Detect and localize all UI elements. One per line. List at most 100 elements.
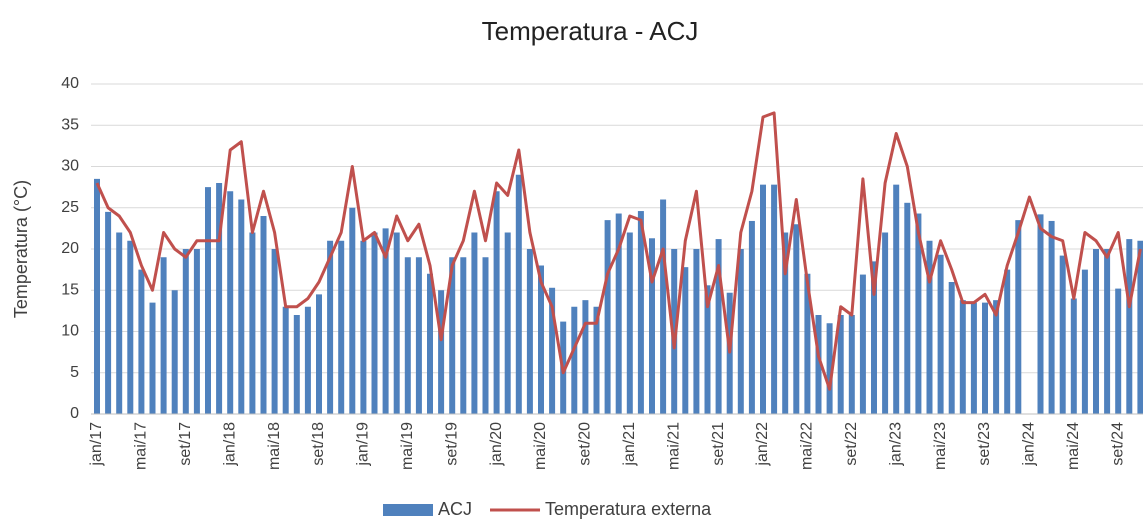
bar [615,213,622,414]
x-tick-label: mai/19 [399,422,416,470]
x-tick-label: set/23 [976,422,993,466]
bar [637,211,644,414]
y-tick-label: 40 [61,75,79,92]
x-tick-label: mai/23 [932,422,949,470]
bar [915,213,922,414]
y-tick-label: 20 [61,240,79,257]
x-tick-label: jan/21 [621,422,638,467]
bar [1059,255,1066,414]
bar [782,232,789,414]
legend-swatch [383,504,433,516]
bar [959,300,966,414]
bar [327,240,334,414]
bar [526,249,533,414]
bar [138,269,145,414]
chart-title: Temperatura - ACJ [482,16,699,46]
bar [460,257,467,414]
bar [737,249,744,414]
line [95,111,1142,391]
x-tick-label: jan/23 [887,422,904,467]
legend-label: Temperatura externa [545,499,712,519]
bar [1137,240,1143,414]
bar [993,300,1000,414]
x-tick-label: mai/17 [133,422,150,470]
bar [871,261,877,414]
x-tick-label: set/21 [710,422,727,466]
bar [249,232,256,414]
bar [271,249,278,414]
bar [316,294,322,414]
bar [149,302,156,414]
x-tick-label: set/19 [443,422,460,466]
bar [515,174,522,414]
bar [593,306,600,414]
bar [649,238,655,414]
bar [715,239,722,414]
bar [360,240,367,414]
x-tick-label: mai/24 [1065,422,1082,470]
bar [626,232,633,414]
x-tick-label: mai/21 [665,422,682,470]
x-tick-label: jan/20 [488,422,505,467]
y-tick-label: 5 [70,364,79,381]
bar [804,273,811,414]
bar [1004,269,1011,414]
bar [671,249,678,414]
bar [171,290,178,414]
x-tick-label: set/17 [177,422,194,466]
bar [893,184,900,414]
bar [926,240,933,414]
y-tick-label: 30 [61,158,79,175]
bar [882,232,889,414]
x-tick-label: jan/18 [221,422,238,467]
bar [193,249,200,414]
bar [382,228,389,414]
x-tick-label: set/18 [310,422,327,466]
bar [471,232,478,414]
bar [538,265,544,414]
bar [338,240,345,414]
bar [482,257,489,414]
bar [815,315,822,414]
bar [127,240,134,414]
bar [826,323,833,414]
bar [293,315,300,414]
legend-label: ACJ [438,499,472,519]
bar [859,274,866,414]
bar [837,315,844,414]
bar [1115,288,1122,414]
bar [1104,249,1111,414]
bar [948,282,955,414]
bar [393,232,400,414]
bar [1037,214,1044,414]
x-tick-label: set/24 [1109,422,1126,466]
bar [94,178,100,414]
bar [937,254,944,414]
bar [660,199,667,414]
x-tick-label: jan/17 [88,422,105,467]
bar [449,257,456,414]
bar [848,315,855,414]
bar [604,220,611,414]
bar [427,273,433,414]
bar [116,232,123,414]
bar [682,267,689,414]
bar [1081,269,1088,414]
bar [704,285,711,414]
bar [504,232,511,414]
x-tick-label: set/22 [843,422,860,466]
x-tick-label: mai/20 [532,422,549,470]
bar [571,306,578,414]
bar [693,249,700,414]
bar [404,257,411,414]
bar [1093,249,1099,414]
bar [582,300,589,414]
bar [748,220,755,414]
bar [182,249,189,414]
bar [160,257,167,414]
bar [493,191,500,414]
bar [105,211,112,414]
bar [982,302,988,414]
x-tick-label: jan/24 [1021,422,1038,467]
